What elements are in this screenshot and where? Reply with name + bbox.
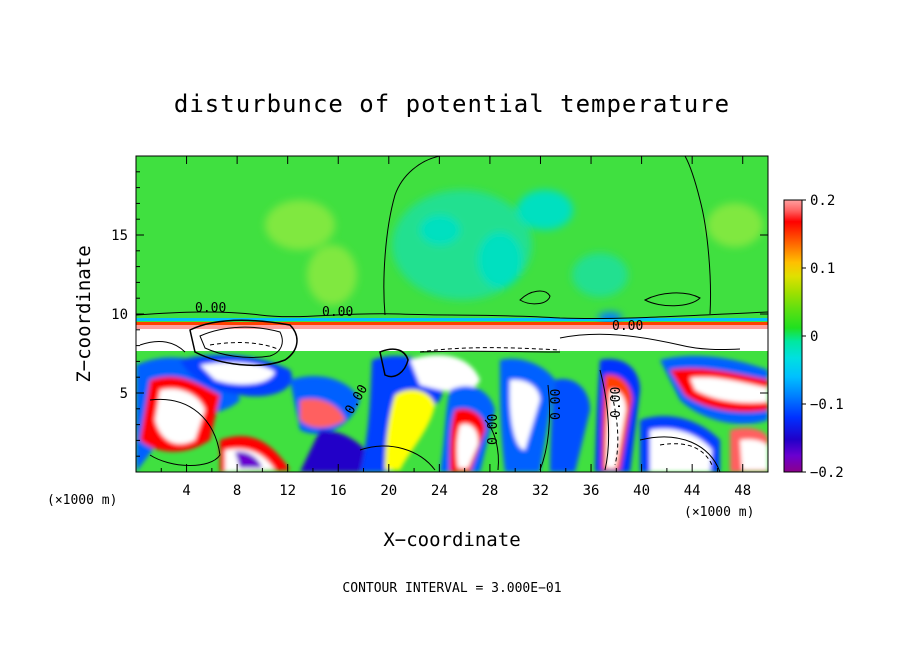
chart-title: disturbunce of potential temperature [174,90,730,118]
colorbar-tick-label: −0.2 [810,465,844,481]
contour-label: 0.00 [195,301,226,316]
x-tick-label: 12 [279,483,296,499]
x-unit-right: (×1000 m) [684,505,754,520]
x-tick-label: 48 [734,483,751,499]
colorbar-tick-label: 0.2 [810,193,835,209]
x-tick-label: 32 [532,483,549,499]
x-unit-left: (×1000 m) [47,493,117,508]
x-tick-label: 28 [481,483,498,499]
colorbar-tick-label: 0.1 [810,261,835,277]
contour-label: 0.00 [549,389,564,420]
contour-label: 0.00 [322,305,353,320]
x-axis: 4 8 12 16 20 24 28 32 36 40 44 48 [160,156,751,499]
y-tick-label: 5 [120,386,128,402]
y-tick-label: 15 [111,228,128,244]
x-tick-label: 24 [431,483,448,499]
x-tick-label: 40 [633,483,650,499]
x-tick-label: 8 [233,483,241,499]
colorbar-tick-label: 0 [810,329,818,345]
contour-label: 0.00 [612,319,643,334]
x-tick-label: 16 [330,483,347,499]
colorbar-tick-label: −0.1 [810,397,844,413]
contour-label: 0.00 [486,414,501,445]
colorbar: 0.2 0.1 0 −0.1 −0.2 [783,193,844,481]
y-axis: 5 10 15 [111,171,768,457]
colorbar-scale [783,199,803,473]
x-tick-label: 4 [182,483,190,499]
x-axis-label: X−coordinate [383,529,520,551]
heatmap-field [136,156,768,472]
x-tick-label: 20 [380,483,397,499]
x-tick-label: 44 [684,483,701,499]
contour-label: 0.00 [609,387,624,418]
y-axis-label: Z−coordinate [73,245,95,382]
x-tick-label: 36 [583,483,600,499]
y-tick-label: 10 [111,307,128,323]
contour-interval-note: CONTOUR INTERVAL = 3.000E−01 [342,581,561,596]
